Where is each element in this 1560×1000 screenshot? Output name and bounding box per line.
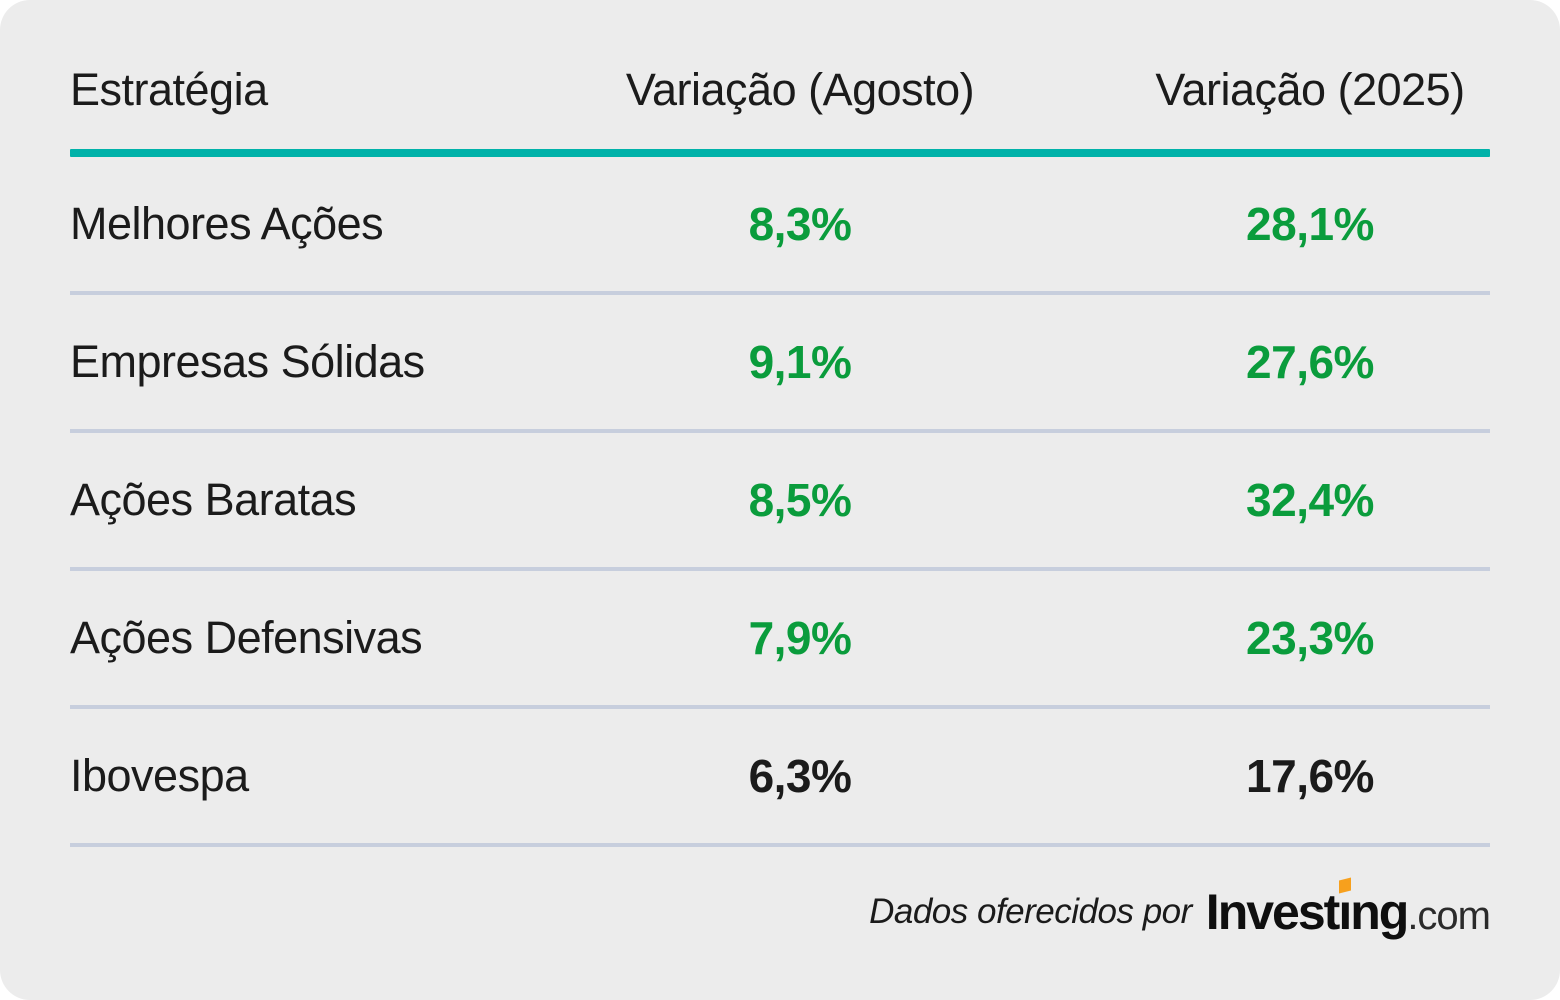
- table-row: Ações Baratas 8,5% 32,4%: [70, 433, 1490, 567]
- variation-august-value: 6,3%: [748, 750, 852, 802]
- row-divider: [70, 843, 1490, 847]
- variation-august-value: 8,3%: [748, 198, 852, 250]
- strategy-label: Melhores Ações: [70, 198, 384, 249]
- attribution-footer: Dados oferecidos por Invest ı ng .com: [70, 847, 1491, 1000]
- variation-2025-value: 28,1%: [1246, 198, 1374, 250]
- row-divider: [70, 429, 1490, 433]
- column-header-variation-august: Variação (Agosto): [625, 63, 975, 115]
- variation-2025-value: 17,6%: [1246, 750, 1374, 802]
- strategy-label: Ações Defensivas: [70, 612, 423, 663]
- column-header-variation-2025: Variação (2025): [1155, 63, 1465, 115]
- strategy-label: Empresas Sólidas: [70, 336, 425, 387]
- logo-text-ng: ng: [1350, 883, 1409, 940]
- variation-2025-value: 23,3%: [1246, 612, 1374, 664]
- row-divider: [70, 291, 1490, 295]
- table-row: Ações Defensivas 7,9% 23,3%: [70, 571, 1490, 705]
- variation-2025-value: 27,6%: [1246, 336, 1374, 388]
- column-header-strategy: Estratégia: [70, 63, 268, 115]
- row-divider: [70, 567, 1490, 571]
- strategy-label: Ibovespa: [70, 750, 249, 801]
- table-row: Empresas Sólidas 9,1% 27,6%: [70, 295, 1490, 429]
- logo-text-domain: .com: [1407, 893, 1491, 938]
- logo-text-dotless-i: ı: [1338, 883, 1352, 940]
- variation-2025-value: 32,4%: [1246, 474, 1374, 526]
- table-header-row: Estratégia Variação (Agosto) Variação (2…: [70, 0, 1490, 149]
- row-divider: [70, 705, 1490, 709]
- attribution-text: Dados oferecidos por: [869, 891, 1192, 931]
- logo-text-invest: Invest: [1205, 883, 1341, 940]
- table-row: Melhores Ações 8,3% 28,1%: [70, 157, 1490, 291]
- strategy-label: Ações Baratas: [70, 474, 357, 525]
- investing-logo-wordmark: Invest ı ng: [1205, 877, 1409, 941]
- variation-august-value: 7,9%: [748, 612, 852, 664]
- header-accent-rule: [70, 149, 1490, 157]
- variation-august-value: 9,1%: [748, 336, 852, 388]
- investing-logo: Invest ı ng .com: [1205, 877, 1491, 941]
- investing-logo-orange-tick-icon: [1339, 877, 1352, 893]
- logo-letter-i: ı: [1338, 877, 1352, 941]
- variation-august-value: 8,5%: [748, 474, 852, 526]
- table-row-benchmark: Ibovespa 6,3% 17,6%: [70, 709, 1490, 843]
